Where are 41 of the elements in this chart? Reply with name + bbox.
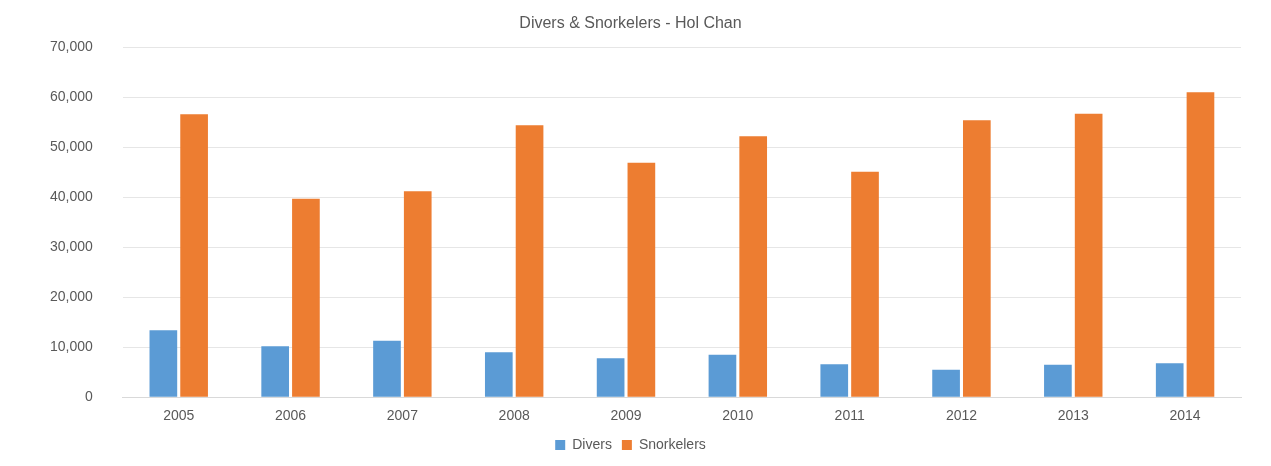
- y-tick-label: 20,000: [49, 288, 94, 305]
- legend-label: Snorkelers: [638, 435, 706, 452]
- bar: [1044, 364, 1072, 397]
- bar: [851, 171, 879, 397]
- bar: [484, 352, 513, 397]
- bar: [403, 191, 432, 397]
- chart-title: Divers & Snorkelers - Hol Chan: [519, 14, 742, 32]
- x-tick-label: 2010: [722, 407, 754, 424]
- y-tick-label: 10,000: [49, 338, 94, 355]
- bar: [149, 330, 178, 397]
- bar: [932, 369, 960, 397]
- x-tick-label: 2014: [1169, 407, 1201, 424]
- x-tick-label: 2006: [274, 407, 307, 424]
- bar: [1074, 113, 1103, 397]
- bar: [1186, 92, 1215, 397]
- y-tick-label: 30,000: [49, 238, 94, 255]
- x-tick-label: 2011: [834, 407, 865, 424]
- bar: [1155, 363, 1184, 397]
- y-tick-label: 50,000: [49, 138, 94, 155]
- bar: [820, 364, 849, 397]
- bar: [627, 162, 656, 397]
- x-tick-label: 2012: [945, 407, 978, 424]
- y-tick-label: 60,000: [49, 88, 94, 105]
- bar: [739, 136, 768, 397]
- bar: [292, 198, 320, 397]
- bar: [515, 125, 544, 397]
- y-tick-label: 70,000: [49, 38, 94, 55]
- bar: [373, 340, 401, 397]
- legend-label: Divers: [572, 435, 612, 452]
- x-tick-label: 2013: [1057, 407, 1090, 424]
- x-tick-label: 2007: [386, 407, 419, 424]
- x-tick-label: 2009: [610, 407, 642, 424]
- x-tick-label: 2008: [498, 407, 530, 424]
- bar: [708, 354, 737, 397]
- y-tick-label: 0: [85, 388, 94, 405]
- bar: [596, 358, 625, 397]
- bar: [180, 114, 208, 397]
- y-tick-label: 40,000: [49, 188, 94, 205]
- bar: [261, 346, 290, 397]
- bar: [962, 120, 991, 397]
- x-tick-label: 2005: [163, 407, 195, 424]
